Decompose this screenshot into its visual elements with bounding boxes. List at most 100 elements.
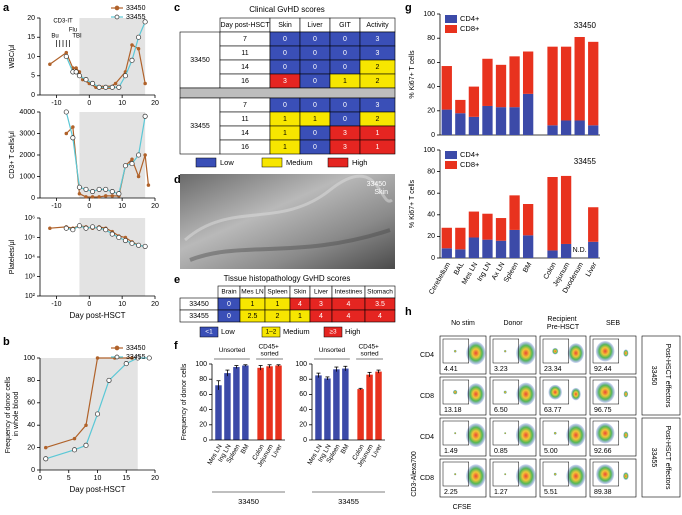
data-point (71, 447, 78, 453)
annotation: N.D. (573, 247, 587, 254)
column-header: Recipient Pre-HSCT (547, 316, 580, 331)
gate-percent: 63.77 (544, 407, 562, 414)
cell-value: 0 (313, 102, 317, 109)
data-point (70, 227, 76, 233)
cell-population (515, 423, 536, 448)
cell-population (452, 389, 458, 395)
cell-population (515, 464, 536, 488)
data-point (63, 53, 69, 60)
text-line: Unsorted (219, 347, 246, 354)
data-point (103, 227, 109, 233)
bar-segment (560, 120, 572, 135)
bar-segment (560, 46, 572, 121)
cell-population (623, 349, 629, 357)
y-tick-label: 60 (27, 400, 35, 407)
text-line: CD45+ (258, 343, 280, 350)
y-tick-label: 40 (299, 406, 307, 413)
data-point (96, 186, 102, 192)
group-label: CD45+ sorted (358, 343, 380, 357)
y-tick-label: 0 (31, 467, 35, 474)
data-point (110, 194, 115, 198)
y-axis-title: % Ki67+ T cells (409, 179, 416, 228)
bar-segment (522, 93, 534, 135)
cell-value: 2 (376, 78, 380, 85)
cell-value: 0 (227, 301, 231, 308)
x-tick-label: 20 (151, 100, 159, 107)
bar-segment (482, 105, 493, 135)
x-axis-title: Day post-HSCT (69, 485, 125, 494)
gate (442, 420, 470, 446)
data-point (142, 19, 148, 25)
gate (442, 379, 470, 405)
legend-marker (114, 345, 120, 351)
x-tick-label: 10 (94, 475, 102, 482)
annotation: CD3-IT (53, 19, 73, 25)
panel-label: e (174, 274, 180, 286)
cell-value: 0 (313, 130, 317, 137)
bar-segment (441, 248, 452, 258)
y-axis-title: CD3-Alexa700 (411, 451, 418, 497)
legend-label: Medium (283, 327, 310, 336)
cell-value: 0 (313, 64, 317, 71)
y-tick-label: 0 (31, 92, 35, 99)
cell-value: 4 (347, 301, 351, 308)
bar-segment (509, 56, 520, 108)
panel-label: f (174, 340, 178, 352)
group-label: Post-HSCT effectors (664, 344, 671, 408)
bar-segment (455, 113, 466, 135)
gate-percent: 89.38 (594, 489, 612, 496)
y-tick-label: 60 (427, 190, 435, 197)
y-tick-label: 10³ (25, 273, 36, 280)
legend-label: 33450 (126, 345, 146, 352)
y-tick-label: 5 (31, 73, 35, 80)
data-point (90, 80, 96, 87)
cell-value: 1 (251, 301, 255, 308)
y-tick-label: 10⁵ (24, 234, 35, 241)
y-tick-label: 10² (25, 293, 36, 300)
column-header: Day post-HSCT (220, 22, 270, 29)
bar-segment (560, 175, 572, 244)
gate (442, 338, 470, 364)
data-point (146, 355, 152, 361)
y-tick-label: 60 (427, 59, 435, 66)
bar-segment (495, 240, 507, 258)
row-label: CD4 (420, 352, 434, 359)
y-axis-title: % Ki67+ T cells (409, 50, 416, 99)
bar (242, 365, 249, 440)
cell-value: 0 (343, 64, 347, 71)
bar-segment (574, 120, 585, 135)
cell-value: 1 (343, 78, 347, 85)
data-point (106, 377, 112, 383)
cell-population (570, 387, 581, 401)
x-tick-label: 10 (118, 203, 126, 210)
panel-label: c (174, 2, 180, 14)
data-point (129, 240, 135, 246)
data-point (130, 43, 134, 47)
cell-value: 1 (376, 144, 380, 151)
data-point (63, 225, 69, 231)
x-tick-label: 5 (67, 475, 71, 482)
column-header: Skin (294, 289, 307, 296)
gate (492, 338, 520, 364)
gate-percent: 2.25 (444, 489, 458, 496)
bar-segment (468, 237, 480, 258)
y-tick-label: 0 (431, 132, 435, 139)
cell-value: 3 (343, 144, 347, 151)
gate-percent: 23.34 (544, 366, 562, 373)
data-point (122, 73, 128, 79)
legend-swatch (261, 326, 281, 338)
y-tick-label: 0 (31, 195, 35, 202)
annotation: TBI (72, 34, 82, 40)
gate-percent: 13.18 (444, 407, 462, 414)
legend-swatch (445, 15, 457, 23)
bar-segment (588, 241, 599, 258)
data-point (109, 231, 115, 237)
legend-label: High (345, 327, 360, 336)
y-tick-label: 15 (27, 34, 35, 41)
y-tick-label: 20 (199, 422, 207, 429)
group-box (641, 417, 681, 498)
legend-label: Low (221, 327, 235, 336)
x-tick-label: 10 (118, 301, 126, 308)
group-label: Unsorted (319, 347, 346, 354)
y-axis-title: Platelets/μl (9, 239, 16, 274)
